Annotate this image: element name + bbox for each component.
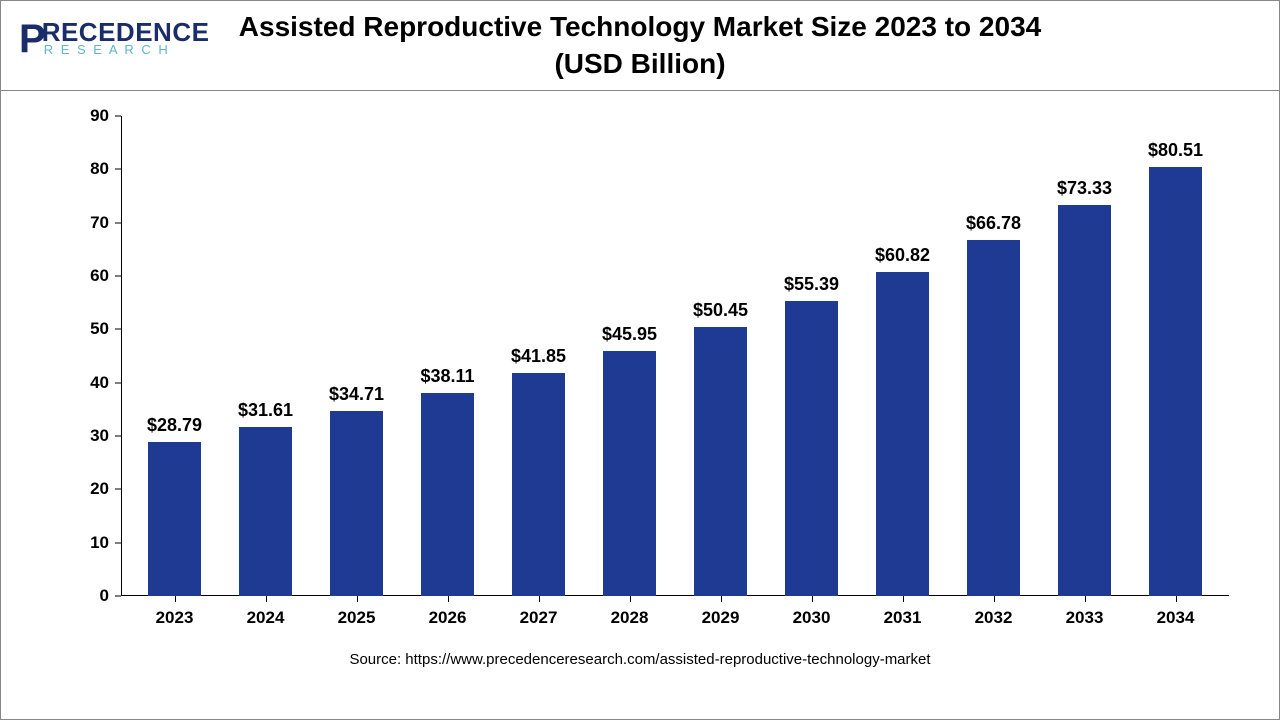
- bar-value-label: $50.45: [693, 300, 748, 321]
- y-tick-label: 60: [90, 266, 109, 286]
- y-tick-label: 0: [100, 586, 109, 606]
- x-tick-label: 2028: [584, 596, 675, 641]
- bar: $80.51: [1149, 167, 1202, 596]
- bar-slot: $50.45: [675, 116, 766, 596]
- bar-slot: $80.51: [1130, 116, 1221, 596]
- bar-value-label: $66.78: [966, 213, 1021, 234]
- y-tick-label: 50: [90, 319, 109, 339]
- bar-slot: $55.39: [766, 116, 857, 596]
- bar: $28.79: [148, 442, 201, 596]
- bar: $38.11: [421, 393, 474, 596]
- bar: $66.78: [967, 240, 1020, 596]
- x-tick-label: 2032: [948, 596, 1039, 641]
- x-tick-label: 2025: [311, 596, 402, 641]
- bar-slot: $31.61: [220, 116, 311, 596]
- y-tick-label: 40: [90, 373, 109, 393]
- source-text: Source: https://www.precedenceresearch.c…: [1, 651, 1279, 668]
- x-tick-label: 2027: [493, 596, 584, 641]
- bar: $31.61: [239, 427, 292, 596]
- bar: $45.95: [603, 351, 656, 596]
- bar-slot: $38.11: [402, 116, 493, 596]
- bar-slot: $73.33: [1039, 116, 1130, 596]
- bar-slot: $66.78: [948, 116, 1039, 596]
- bar-value-label: $34.71: [329, 384, 384, 405]
- x-tick-label: 2030: [766, 596, 857, 641]
- y-tick-label: 90: [90, 106, 109, 126]
- y-axis: 0102030405060708090: [61, 116, 121, 596]
- bar-slot: $28.79: [129, 116, 220, 596]
- x-tick-label: 2023: [129, 596, 220, 641]
- brand-logo: P RECEDENCE R E S E A R C H: [19, 19, 209, 59]
- x-tick-label: 2031: [857, 596, 948, 641]
- bar-value-label: $45.95: [602, 324, 657, 345]
- bar-value-label: $28.79: [147, 415, 202, 436]
- bar-value-label: $80.51: [1148, 140, 1203, 161]
- y-tick-label: 70: [90, 213, 109, 233]
- y-tick-label: 10: [90, 533, 109, 553]
- bar: $34.71: [330, 411, 383, 596]
- y-tick-label: 30: [90, 426, 109, 446]
- bar: $60.82: [876, 272, 929, 596]
- bar-slot: $34.71: [311, 116, 402, 596]
- x-axis: 2023202420252026202720282029203020312032…: [121, 596, 1229, 641]
- header: P RECEDENCE R E S E A R C H Assisted Rep…: [1, 1, 1279, 91]
- bar: $73.33: [1058, 205, 1111, 596]
- x-tick-label: 2034: [1130, 596, 1221, 641]
- bar-value-label: $38.11: [420, 366, 474, 387]
- bar: $55.39: [785, 301, 838, 596]
- bar: $50.45: [694, 327, 747, 596]
- x-tick-label: 2026: [402, 596, 493, 641]
- logo-p-icon: P: [19, 19, 44, 59]
- bar: $41.85: [512, 373, 565, 596]
- bar-value-label: $73.33: [1057, 178, 1112, 199]
- bar-chart: 0102030405060708090 $28.79$31.61$34.71$3…: [61, 116, 1239, 641]
- bar-slot: $41.85: [493, 116, 584, 596]
- x-tick-label: 2024: [220, 596, 311, 641]
- y-tick-label: 20: [90, 479, 109, 499]
- plot-area: $28.79 $31.61 $34.71 $38.11 $41.85 $45.95 $50.…: [121, 116, 1229, 596]
- bar-value-label: $55.39: [784, 274, 839, 295]
- bar-value-label: $41.85: [511, 346, 566, 367]
- x-tick-label: 2029: [675, 596, 766, 641]
- bar-slot: $60.82: [857, 116, 948, 596]
- x-tick-label: 2033: [1039, 596, 1130, 641]
- bar-value-label: $31.61: [238, 400, 293, 421]
- bar-value-label: $60.82: [875, 245, 930, 266]
- bar-slot: $45.95: [584, 116, 675, 596]
- y-tick-label: 80: [90, 159, 109, 179]
